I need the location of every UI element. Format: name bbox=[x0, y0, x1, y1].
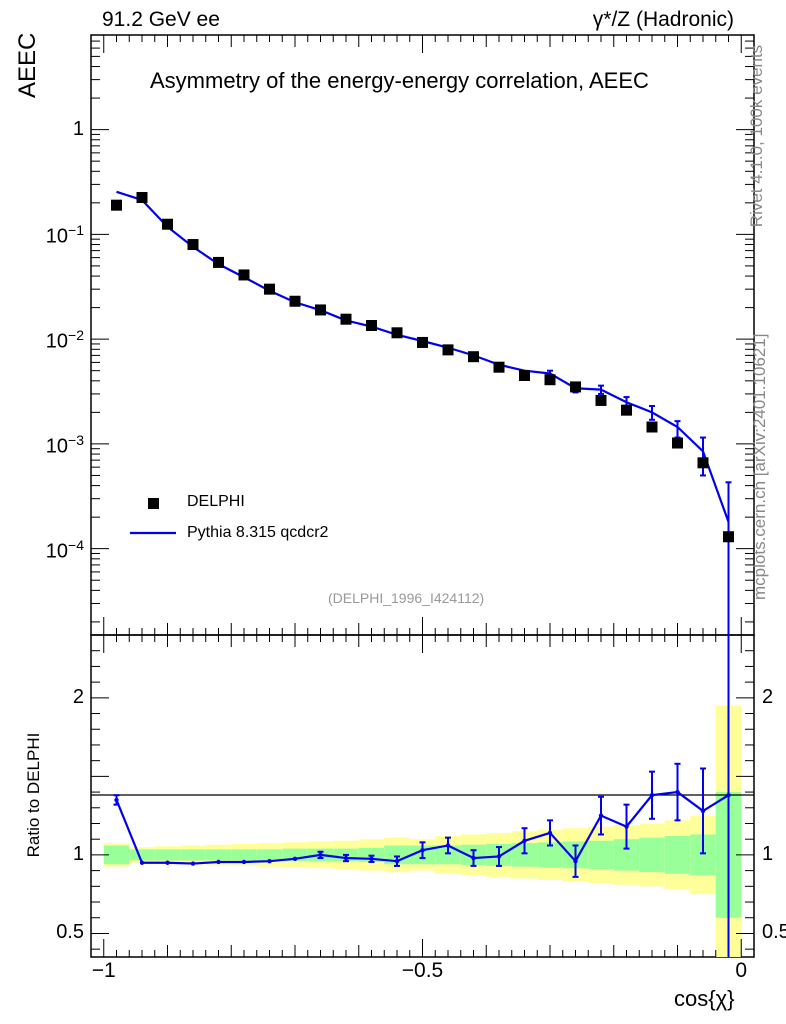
analysis-watermark: (DELPHI_1996_I424112) bbox=[328, 590, 485, 606]
data-point bbox=[213, 256, 224, 268]
mc-point-ratio bbox=[190, 861, 196, 866]
ratio-inner-band bbox=[129, 849, 155, 861]
data-point bbox=[136, 191, 148, 203]
ratio-inner-band bbox=[511, 843, 538, 867]
y-tick-label-upper: 10−3 bbox=[45, 431, 84, 458]
x-tick-label: 0 bbox=[735, 959, 748, 983]
upper-ticks bbox=[91, 34, 754, 635]
data-point bbox=[391, 327, 403, 339]
ratio-ticks bbox=[91, 634, 754, 957]
ratio-inner-band bbox=[664, 836, 691, 874]
rivet-version-label: Rivet 4.1.0, 100k events bbox=[747, 44, 766, 228]
data-point bbox=[646, 421, 658, 433]
data-point bbox=[289, 295, 301, 307]
mcplots-label: mcplots.cern.ch [arXiv:2401.10621] bbox=[750, 333, 769, 600]
header-right: γ*/Z (Hadronic) bbox=[592, 8, 734, 31]
ratio-inner-band bbox=[205, 849, 232, 861]
y-tick-label-upper: 10−1 bbox=[45, 222, 84, 249]
ratio-inner-band bbox=[231, 849, 257, 861]
y-tick-label-upper: 1 bbox=[72, 117, 84, 140]
data-point bbox=[697, 457, 709, 469]
y-tick-label-upper: 10−2 bbox=[45, 327, 84, 353]
data-point bbox=[442, 344, 454, 356]
data-point bbox=[468, 351, 479, 363]
data-point bbox=[544, 374, 556, 386]
data-point bbox=[723, 531, 734, 543]
ratio-inner-band bbox=[537, 842, 563, 868]
ratio-inner-band bbox=[639, 837, 665, 873]
x-axis-label: cos{χ} bbox=[674, 986, 735, 1011]
header-left: 91.2 GeV ee bbox=[102, 8, 220, 31]
data-point bbox=[519, 369, 530, 381]
y-tick-label-ratio-left: 2 bbox=[72, 685, 84, 708]
data-point bbox=[340, 313, 352, 325]
mc-point-ratio bbox=[139, 860, 145, 865]
legend-marker-delphi bbox=[148, 498, 159, 509]
mc-point-ratio bbox=[241, 859, 247, 865]
y-tick-label-ratio-right: 2 bbox=[762, 685, 774, 708]
ratio-inner-band bbox=[180, 849, 206, 861]
data-point bbox=[595, 394, 607, 406]
y-tick-label-ratio-left: 0.5 bbox=[56, 921, 84, 944]
data-point bbox=[493, 361, 505, 373]
mc-series-ratio bbox=[113, 635, 731, 957]
y-axis-label-ratio: Ratio to DELPHI bbox=[24, 732, 43, 858]
ratio-inner-band bbox=[256, 849, 283, 861]
ratio-inner-band bbox=[435, 845, 461, 865]
y-axis-label-upper: AEEC bbox=[14, 32, 41, 98]
y-tick-label-ratio-right: 1 bbox=[762, 842, 774, 865]
mc-point-ratio bbox=[165, 860, 170, 865]
upper-frame bbox=[90, 34, 755, 636]
data-point bbox=[570, 381, 581, 393]
data-point bbox=[621, 404, 632, 416]
data-point bbox=[187, 239, 199, 251]
mc-point-ratio bbox=[216, 859, 221, 865]
chart-title: Asymmetry of the energy-energy correlati… bbox=[150, 68, 649, 93]
legend-label-pythia: Pythia 8.315 qcdcr2 bbox=[187, 524, 329, 541]
data-point bbox=[162, 218, 173, 230]
mc-series-upper bbox=[116, 190, 732, 635]
data-point bbox=[238, 269, 250, 281]
ratio-inner-band bbox=[588, 840, 614, 870]
data-point bbox=[315, 304, 326, 316]
y-tick-label-ratio-left: 1 bbox=[72, 842, 84, 865]
ratio-inner-band bbox=[154, 849, 181, 861]
mc-point-ratio bbox=[267, 858, 272, 864]
data-point bbox=[264, 283, 275, 295]
x-tick-label: −0.5 bbox=[401, 959, 444, 983]
data-point bbox=[417, 336, 428, 348]
ratio-inner-band bbox=[103, 845, 130, 865]
x-tick-label: −1 bbox=[91, 959, 116, 983]
data-point bbox=[672, 437, 683, 449]
legend-label-delphi: DELPHI bbox=[187, 493, 245, 510]
mc-line-upper bbox=[116, 190, 730, 523]
data-series-upper bbox=[111, 191, 734, 543]
data-point bbox=[111, 199, 122, 211]
data-point bbox=[366, 319, 377, 331]
y-tick-label-upper: 10−4 bbox=[45, 536, 84, 563]
y-tick-label-ratio-right: 0.5 bbox=[762, 921, 786, 944]
mc-point-ratio bbox=[292, 856, 298, 862]
ratio-bands bbox=[103, 705, 742, 957]
